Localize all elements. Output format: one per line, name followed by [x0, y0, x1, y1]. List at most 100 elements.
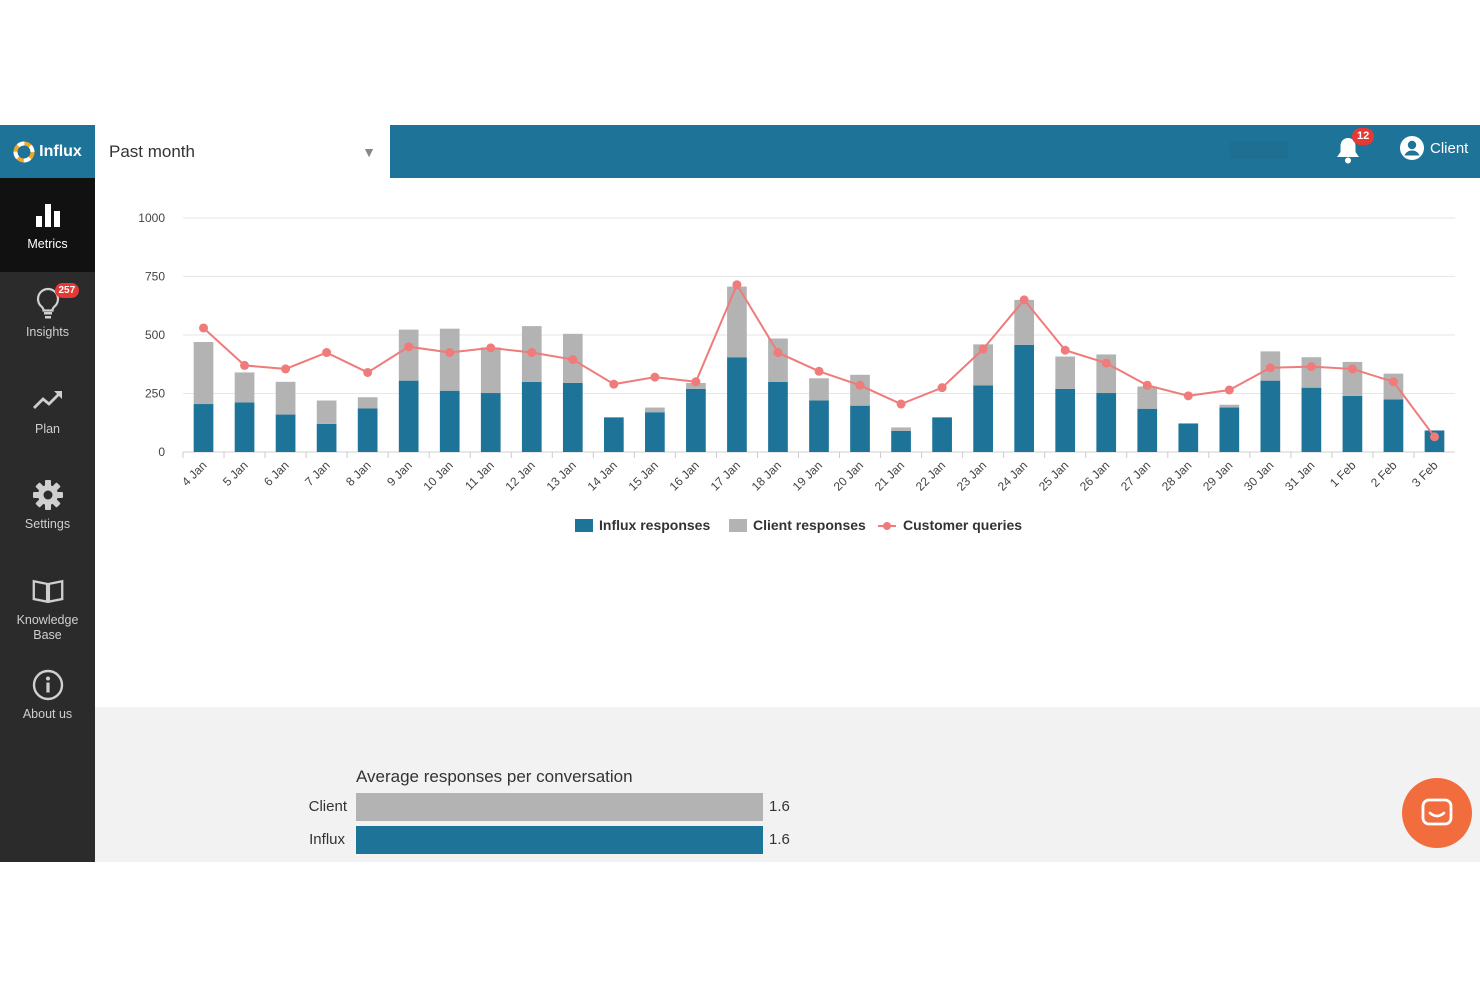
- point-customer-queries: [1347, 364, 1357, 374]
- bar-client: [316, 400, 337, 424]
- x-tick-label: 11 Jan: [462, 458, 497, 493]
- lightbulb-icon: 257: [32, 283, 80, 319]
- point-customer-queries: [855, 380, 865, 390]
- period-select[interactable]: Past month ▼: [95, 125, 390, 178]
- point-customer-queries: [1265, 363, 1275, 373]
- x-tick-label: 7 Jan: [302, 458, 333, 489]
- x-tick-label: 30 Jan: [1241, 458, 1276, 493]
- lifebuoy-icon: [13, 141, 35, 162]
- avg-value-client: 1.6: [769, 798, 790, 815]
- bar-client: [809, 378, 829, 401]
- sidebar-item-knowledge-base[interactable]: Knowledge Base: [0, 575, 95, 643]
- sidebar-item-label: Insights: [25, 325, 70, 339]
- bar-client: [1137, 386, 1158, 409]
- x-tick-label: 9 Jan: [384, 458, 415, 489]
- point-customer-queries: [1142, 380, 1152, 390]
- x-tick-label: 13 Jan: [544, 458, 579, 493]
- bar-influx: [1014, 344, 1035, 452]
- point-customer-queries: [486, 343, 496, 353]
- sidebar-item-plan[interactable]: Plan: [0, 384, 95, 437]
- user-avatar-icon: [1400, 136, 1424, 160]
- user-menu[interactable]: Client: [1400, 136, 1468, 160]
- point-customer-queries: [363, 367, 373, 377]
- y-tick-label: 1000: [138, 211, 165, 225]
- bar-influx: [1137, 408, 1158, 452]
- x-tick-label: 24 Jan: [995, 458, 1030, 493]
- bar-influx: [809, 400, 829, 452]
- point-customer-queries: [609, 379, 619, 389]
- bar-influx: [1055, 388, 1076, 452]
- logo[interactable]: Influx: [0, 125, 95, 178]
- legend-swatch: [729, 519, 747, 532]
- y-tick-label: 0: [158, 445, 165, 459]
- bar-influx: [480, 393, 501, 452]
- point-customer-queries: [1429, 432, 1439, 442]
- bar-client: [439, 328, 460, 391]
- bar-influx: [1301, 387, 1322, 452]
- point-customer-queries: [1101, 358, 1111, 368]
- avg-bar-influx: [356, 826, 763, 854]
- bar-client: [1301, 357, 1322, 388]
- point-customer-queries: [896, 399, 906, 409]
- bar-client: [768, 338, 788, 382]
- point-customer-queries: [732, 280, 742, 290]
- sidebar: Influx Metrics 257 Insights Plan: [0, 125, 95, 862]
- x-tick-label: 2 Feb: [1368, 458, 1400, 490]
- x-tick-label: 17 Jan: [708, 458, 743, 493]
- x-tick-label: 28 Jan: [1159, 458, 1194, 493]
- bar-influx: [973, 385, 993, 452]
- x-tick-label: 3 Feb: [1409, 458, 1441, 490]
- bar-influx: [645, 412, 665, 452]
- bell-icon[interactable]: [1335, 136, 1361, 164]
- point-customer-queries: [978, 344, 988, 354]
- point-customer-queries: [404, 342, 414, 352]
- point-customer-queries: [1183, 391, 1193, 401]
- legend-swatch-point: [883, 522, 891, 530]
- bar-influx: [275, 414, 296, 452]
- bar-client: [645, 407, 665, 413]
- x-tick-label: 23 Jan: [954, 458, 989, 493]
- legend-label: Influx responses: [599, 517, 710, 533]
- bar-influx: [439, 390, 460, 452]
- bar-client: [480, 347, 501, 394]
- avg-label-influx: Influx: [309, 831, 345, 848]
- chat-icon: [1421, 798, 1453, 826]
- x-tick-label: 14 Jan: [585, 458, 620, 493]
- chat-launcher-button[interactable]: [1402, 778, 1472, 848]
- sidebar-item-label: Knowledge Base: [17, 613, 79, 643]
- top-bar: 12 Client: [390, 125, 1480, 178]
- bar-influx: [357, 408, 378, 452]
- sidebar-item-about[interactable]: About us: [0, 669, 95, 722]
- point-customer-queries: [691, 377, 701, 387]
- book-icon: [32, 575, 64, 607]
- insights-badge: 257: [54, 283, 80, 298]
- x-tick-label: 18 Jan: [749, 458, 784, 493]
- bar-client: [193, 342, 214, 405]
- x-tick-label: 6 Jan: [261, 458, 292, 489]
- x-tick-label: 25 Jan: [1036, 458, 1071, 493]
- logo-text: Influx: [39, 142, 82, 160]
- bar-influx: [1096, 393, 1117, 452]
- bar-influx: [234, 402, 255, 452]
- point-customer-queries: [322, 348, 332, 358]
- x-tick-label: 22 Jan: [913, 458, 948, 493]
- bar-influx: [1260, 380, 1281, 452]
- bar-client: [357, 397, 378, 409]
- sidebar-item-settings[interactable]: Settings: [0, 479, 95, 532]
- bar-influx: [1342, 395, 1363, 452]
- x-tick-label: 10 Jan: [420, 458, 455, 493]
- bar-influx: [193, 404, 214, 452]
- period-select-value: Past month: [109, 141, 195, 161]
- bar-influx: [932, 417, 952, 452]
- sidebar-item-insights[interactable]: 257 Insights: [0, 283, 95, 340]
- point-customer-queries: [1019, 295, 1029, 305]
- gear-icon: [32, 479, 64, 511]
- sidebar-item-label: Metrics: [27, 236, 68, 251]
- bar-influx: [1219, 407, 1240, 452]
- bar-influx: [686, 388, 706, 452]
- chevron-down-icon: ▼: [362, 143, 376, 160]
- legend-swatch: [575, 519, 593, 532]
- x-tick-label: 15 Jan: [626, 458, 661, 493]
- avg-label-client: Client: [308, 798, 347, 815]
- sidebar-item-metrics[interactable]: Metrics: [0, 178, 95, 272]
